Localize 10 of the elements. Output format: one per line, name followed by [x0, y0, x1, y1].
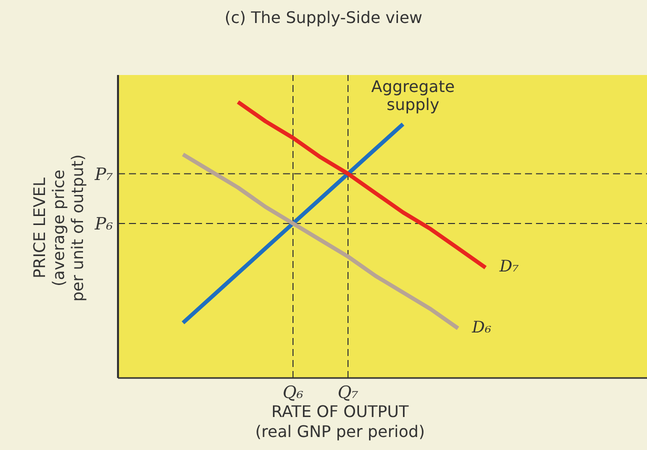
series-label: D₇ — [498, 256, 520, 276]
x-axis-title: RATE OF OUTPUT (real GNP per period) — [254, 402, 426, 442]
y-axis-title: PRICE LEVEL (average price per unit of output) — [30, 153, 87, 304]
series-label: D₆ — [471, 317, 492, 336]
x-tick-label: Q₆ — [282, 383, 304, 404]
chart-title: (c) The Supply-Side view — [224, 8, 424, 27]
ref-line-label: P₆ — [94, 214, 114, 234]
ref-line-label: P₇ — [94, 164, 114, 185]
x-tick-label: Q₇ — [338, 383, 359, 404]
series-label: Aggregate supply — [371, 77, 455, 114]
